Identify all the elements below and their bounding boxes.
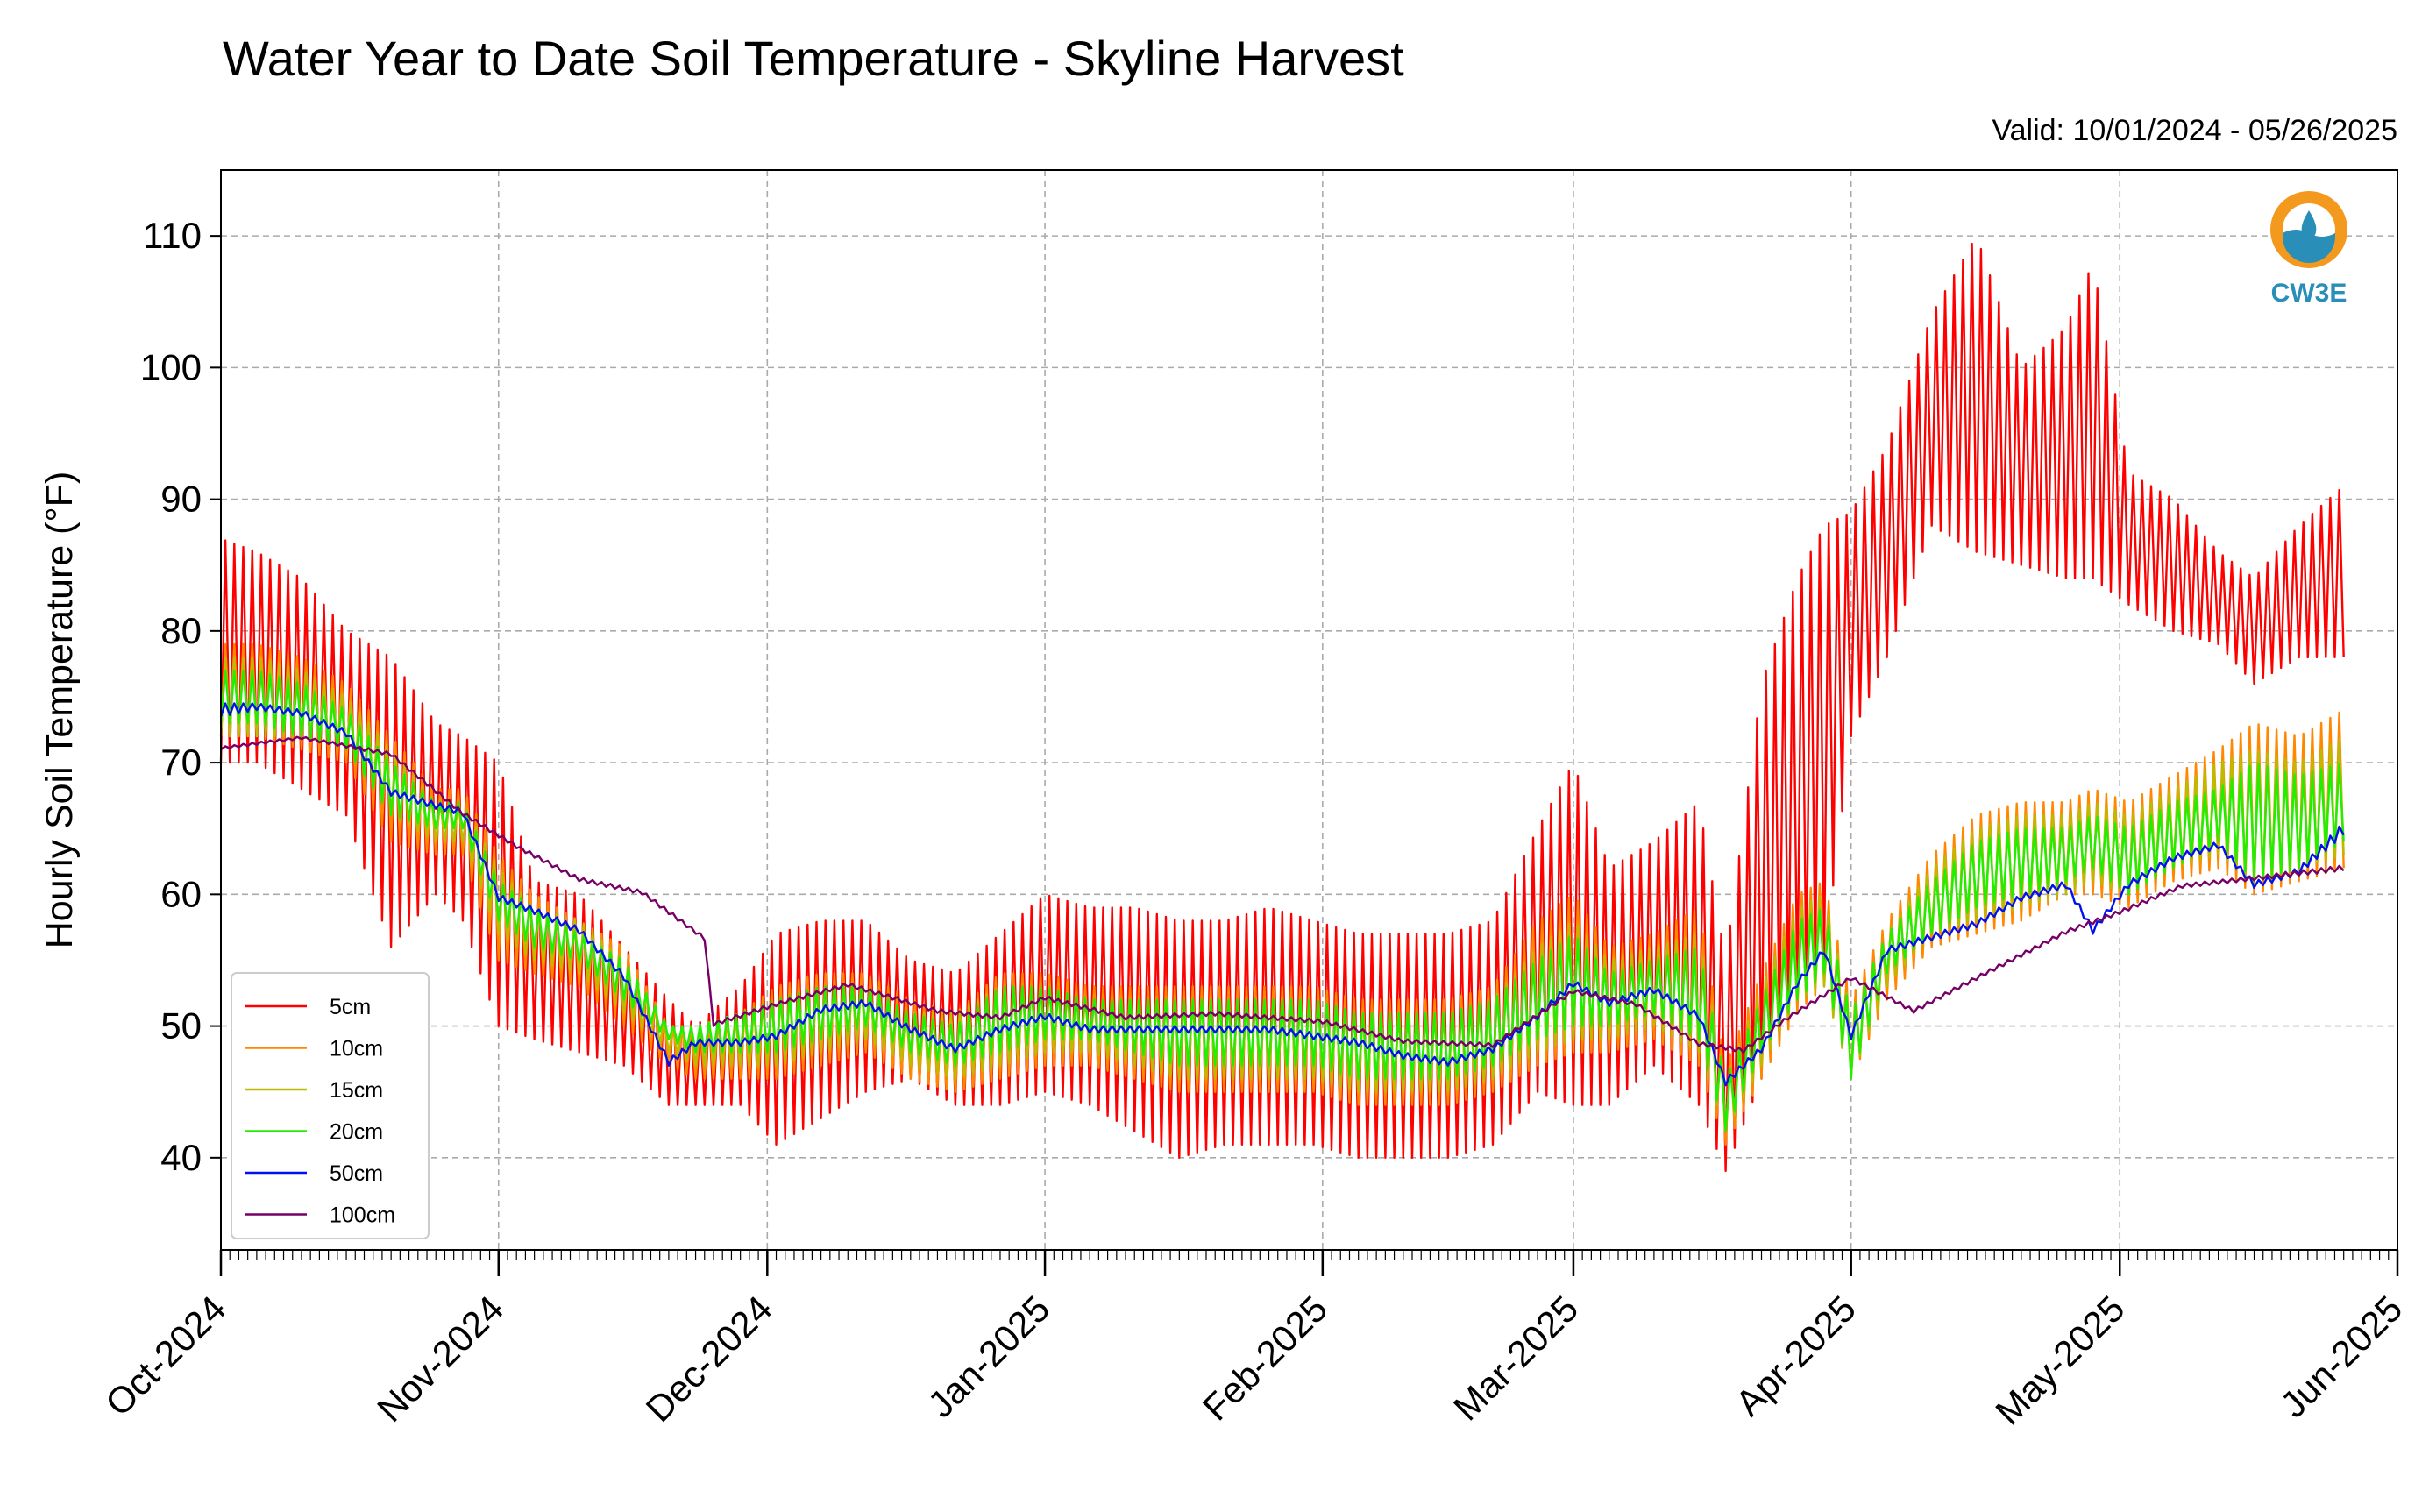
chart-title: Water Year to Date Soil Temperature - Sk… [223,31,1404,86]
x-tick-label: Oct-2024 [97,1288,233,1423]
logo-label: CW3E [2271,279,2347,308]
series-lines [219,242,2345,1173]
y-axis-label: Hourly Soil Temperature (°F) [39,472,81,949]
cw3e-logo: CW3E [2270,191,2347,308]
y-tick-label: 110 [143,215,202,256]
plot-frame [220,169,2398,1251]
y-tick-label: 50 [160,1005,202,1047]
logo-drop-icon [2301,210,2317,238]
series-line-50cm [219,702,2345,1087]
x-tick-label: Dec-2024 [638,1288,780,1430]
y-tick-label: 100 [140,346,202,387]
series-line-10cm [219,642,2345,1146]
x-tick-label: Nov-2024 [369,1288,511,1430]
legend-label-10cm: 10cm [330,1037,383,1061]
x-tick-label: Jun-2025 [2272,1288,2410,1425]
series-line-100cm [220,735,2345,1054]
y-axis: 40 50 60 70 80 90 100 110 [140,215,221,1178]
x-tick-label: Jan-2025 [920,1288,1057,1425]
series-line-20cm [219,669,2345,1133]
legend-label-5cm: 5cm [330,995,371,1019]
legend-label-50cm: 50cm [330,1161,383,1186]
y-tick-label: 40 [160,1137,202,1178]
logo-wave-icon [2283,230,2335,263]
x-tick-label: Feb-2025 [1195,1288,1335,1428]
legend-label-20cm: 20cm [330,1120,383,1145]
valid-date-range: Valid: 10/01/2024 - 05/26/2025 [1992,114,2397,147]
series-line-5cm [219,242,2345,1173]
y-tick-label: 90 [160,479,202,520]
legend-label-15cm: 15cm [330,1078,383,1103]
y-tick-label: 80 [160,610,202,651]
legend-label-100cm: 100cm [330,1203,395,1228]
legend: 5cm 10cm 15cm 20cm 50cm 100cm [231,972,430,1239]
x-tick-label: Apr-2025 [1728,1288,1864,1423]
x-tick-label: Mar-2025 [1445,1288,1586,1428]
y-tick-label: 60 [160,873,202,914]
y-tick-label: 70 [160,742,202,783]
x-axis: Oct-2024 Nov-2024 Dec-2024 Jan-2025 Feb-2025… [97,1250,2410,1432]
x-tick-label: May-2025 [1987,1288,2132,1432]
